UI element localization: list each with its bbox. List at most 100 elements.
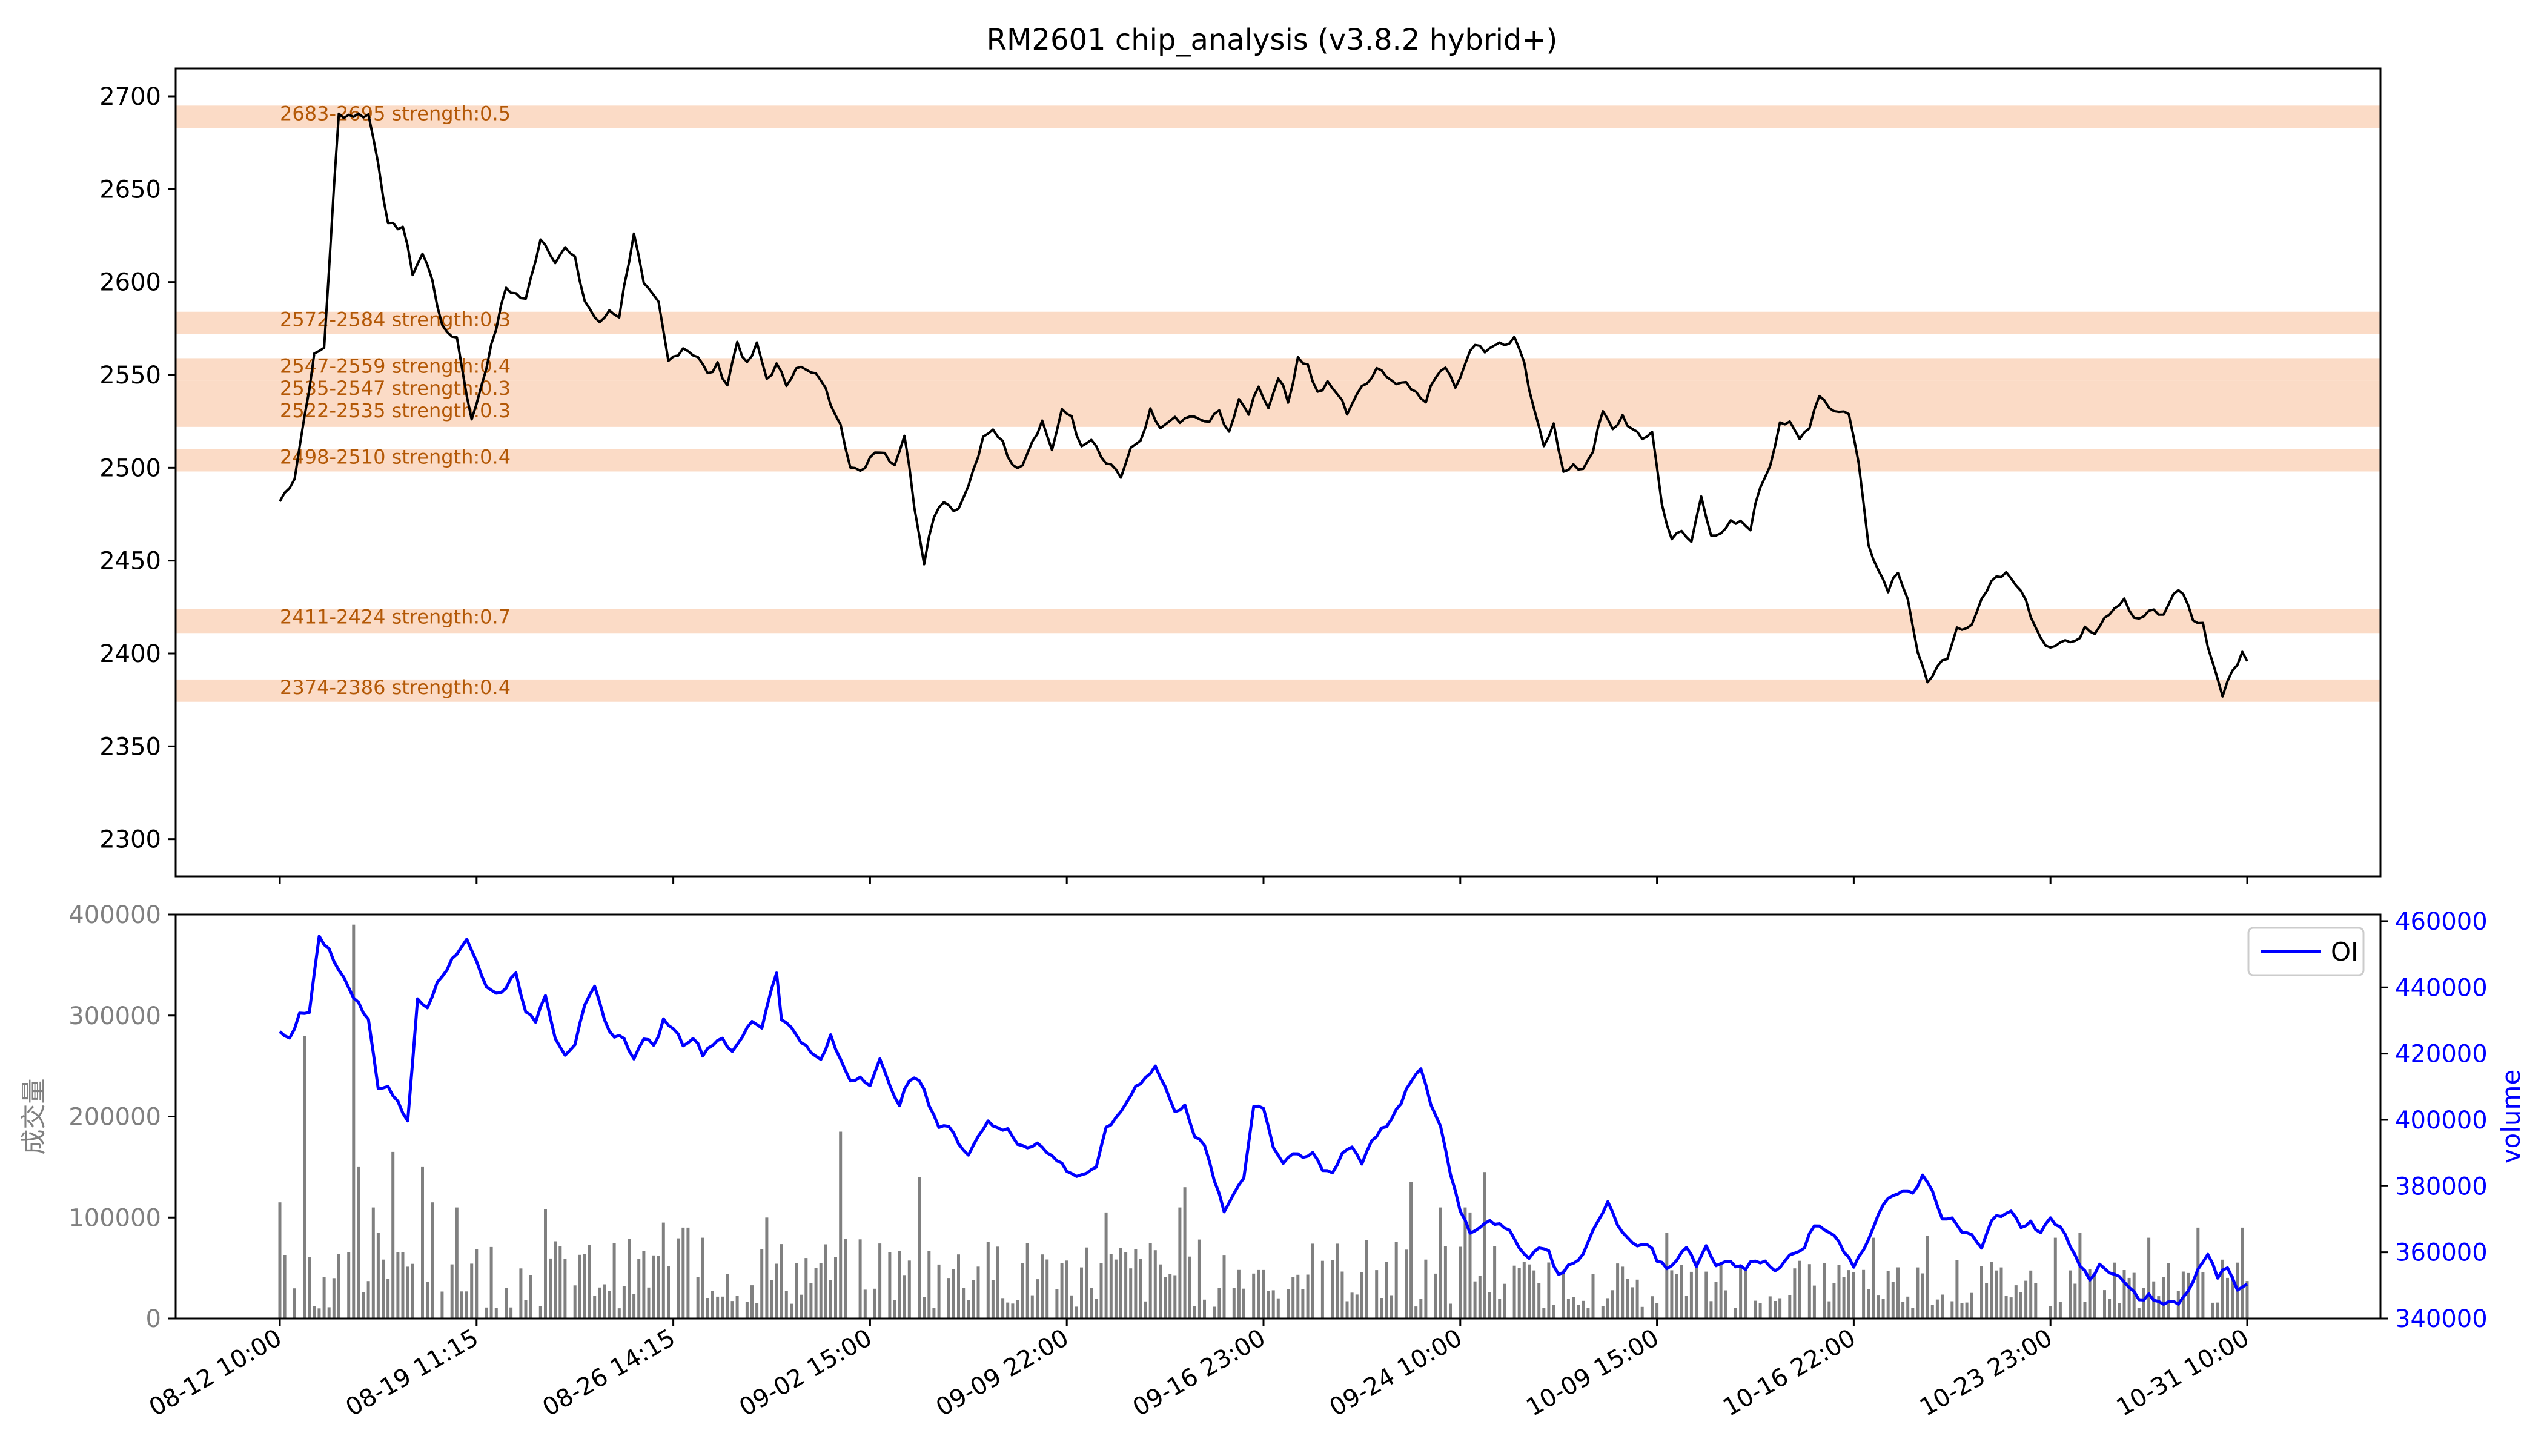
- volume-bar: [1409, 1182, 1413, 1319]
- volume-bar: [1512, 1265, 1516, 1319]
- volume-bar: [1626, 1279, 1629, 1319]
- volume-bar: [1591, 1274, 1595, 1319]
- volume-bar: [1301, 1289, 1305, 1319]
- volume-bar: [1921, 1273, 1924, 1319]
- volume-bar: [470, 1263, 474, 1319]
- volume-bar: [1483, 1172, 1486, 1319]
- volume-bar: [1739, 1268, 1743, 1319]
- volume-bar: [475, 1249, 479, 1319]
- volume-bar: [558, 1246, 562, 1319]
- price-ytick-label: 2650: [99, 176, 161, 204]
- volume-bar: [1547, 1262, 1551, 1319]
- volume-bar: [1798, 1260, 1801, 1319]
- volume-bar: [1965, 1302, 1969, 1319]
- volume-bar: [1906, 1296, 1910, 1319]
- volume-bar: [986, 1242, 990, 1319]
- price-axes-frame: [174, 67, 2382, 878]
- volume-panel: 0 100000 200000 300000 400000 340000 360000 380…: [68, 901, 2487, 1333]
- volume-bar: [2118, 1303, 2121, 1319]
- volume-bar: [1552, 1305, 1555, 1319]
- xtick-label: 09-09 22:00: [932, 1324, 1073, 1422]
- volume-bar: [1424, 1259, 1428, 1319]
- volume-bar: [1311, 1243, 1314, 1319]
- volume-bar: [1419, 1299, 1423, 1319]
- volume-bar: [1291, 1277, 1295, 1319]
- oi-ytick-label: 340000: [2395, 1305, 2488, 1333]
- volume-bar: [1296, 1274, 1300, 1319]
- volume-bar: [824, 1244, 827, 1319]
- volume-bar: [809, 1283, 813, 1319]
- volume-bar: [647, 1287, 651, 1319]
- volume-bar: [1164, 1277, 1167, 1319]
- volume-bar: [1577, 1305, 1580, 1319]
- volume-bar: [1099, 1263, 1103, 1319]
- price-ytick-label: 2350: [99, 733, 161, 761]
- volume-bar: [2127, 1277, 2131, 1319]
- xtick-label: 10-16 22:00: [1718, 1324, 1860, 1422]
- volume-bar: [1213, 1306, 1216, 1319]
- volume-bar: [1345, 1301, 1349, 1319]
- volume-bar: [612, 1243, 616, 1319]
- volume-bar: [1670, 1270, 1674, 1319]
- x-axis: 08-12 10:00 08-19 11:15 08-26 14:15 09-02 1…: [145, 1319, 2254, 1422]
- volume-bar: [1340, 1271, 1344, 1319]
- volume-bar: [1680, 1265, 1683, 1319]
- volume-bar: [834, 1257, 837, 1319]
- volume-bar: [1222, 1255, 1226, 1319]
- oi-ytick-label: 460000: [2395, 908, 2488, 936]
- volume-bar: [701, 1237, 704, 1319]
- volume-bar: [1881, 1299, 1885, 1319]
- volume-bar: [1537, 1283, 1541, 1319]
- volume-bar: [1901, 1302, 1905, 1319]
- volume-bar: [1449, 1303, 1452, 1319]
- volume-bar: [1271, 1290, 1275, 1319]
- volume-bar: [278, 1202, 282, 1319]
- volume-bar: [932, 1308, 936, 1319]
- chart-title: RM2601 chip_analysis (v3.8.2 hybrid+): [987, 23, 1558, 57]
- volume-bar: [332, 1278, 336, 1319]
- volume-bar: [1262, 1269, 1265, 1319]
- volume-bar: [844, 1239, 847, 1319]
- volume-bar: [1021, 1263, 1024, 1319]
- volume-bar: [1390, 1295, 1393, 1319]
- xtick-label: 09-16 23:00: [1128, 1324, 1270, 1422]
- volume-bar: [1532, 1270, 1536, 1319]
- volume-bar: [2241, 1227, 2244, 1319]
- volume-bar: [1695, 1261, 1698, 1319]
- volume-bar: [1045, 1259, 1049, 1319]
- volume-bar: [1080, 1267, 1083, 1319]
- volume-bar: [1847, 1270, 1850, 1319]
- volume-bar: [1827, 1301, 1831, 1319]
- volume-bar: [972, 1280, 975, 1319]
- volume-bar: [1065, 1260, 1068, 1319]
- volume-bar: [554, 1241, 557, 1319]
- volume-bar: [814, 1268, 818, 1319]
- volume-bar: [721, 1296, 724, 1319]
- volume-bar: [716, 1296, 720, 1319]
- volume-bar: [2187, 1272, 2190, 1319]
- volume-bar: [494, 1308, 498, 1319]
- xtick-label: 08-26 14:15: [538, 1324, 680, 1422]
- volume-bar: [2108, 1299, 2112, 1319]
- volume-bar: [1144, 1301, 1147, 1319]
- volume-bar: [770, 1280, 773, 1319]
- band-label: 2547-2559 strength:0.4: [280, 354, 511, 377]
- volume-bar: [2167, 1263, 2170, 1319]
- volume-bar: [1473, 1281, 1477, 1319]
- volume-bar: [1168, 1274, 1172, 1319]
- volume-bar: [1183, 1187, 1187, 1319]
- volume-bar: [2142, 1288, 2145, 1319]
- volume-bar: [1394, 1242, 1398, 1319]
- volume-bar: [819, 1263, 823, 1319]
- volume-bar: [1016, 1300, 1019, 1319]
- volume-bar: [1139, 1259, 1142, 1319]
- volume-ytick-label: 200000: [68, 1104, 161, 1131]
- oi-ytick-label: 380000: [2395, 1173, 2488, 1200]
- volume-bar: [1941, 1294, 1944, 1319]
- volume-bar: [1217, 1288, 1221, 1319]
- volume-bar: [2073, 1283, 2077, 1319]
- volume-bar: [957, 1254, 960, 1319]
- volume-bar: [1926, 1236, 1929, 1319]
- volume-bar: [907, 1260, 911, 1319]
- price-panel: 2683-2695 strength:0.5 2572-2584 strength…: [99, 67, 2382, 884]
